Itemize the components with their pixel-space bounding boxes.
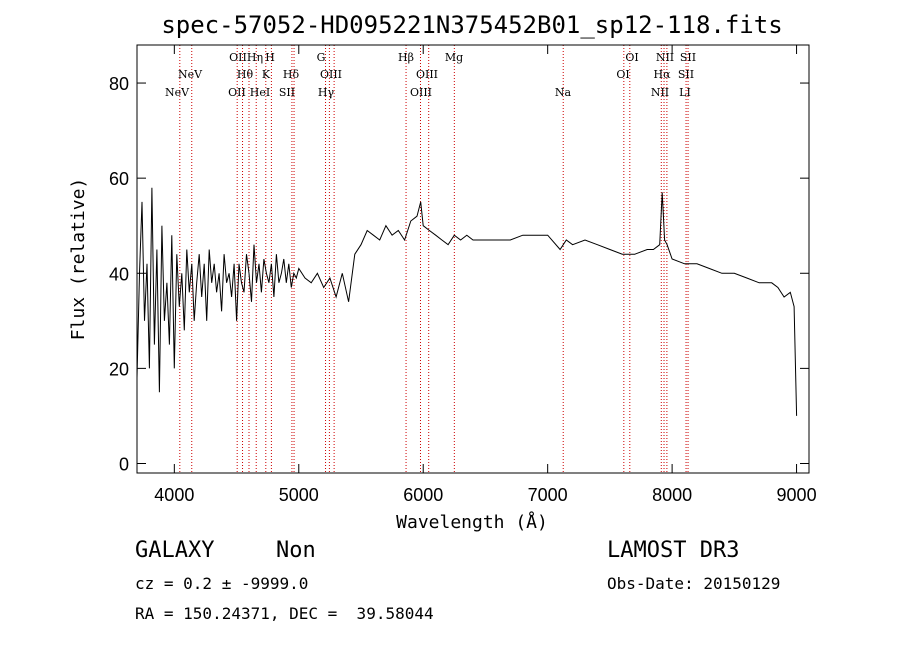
line-label: SII bbox=[680, 51, 696, 64]
y-tick-label: 40 bbox=[109, 264, 129, 284]
line-label: OII bbox=[228, 86, 246, 99]
y-tick-label: 20 bbox=[109, 359, 129, 379]
x-tick-label: 5000 bbox=[279, 485, 319, 505]
ra-dec: RA = 150.24371, DEC = 39.58044 bbox=[135, 604, 434, 623]
redshift-cz: cz = 0.2 ± -9999.0 bbox=[135, 574, 309, 593]
y-axis-ticks: 0 20 40 60 80 bbox=[109, 74, 809, 474]
line-label: Mg bbox=[445, 51, 463, 64]
x-tick-label: 7000 bbox=[528, 485, 568, 505]
line-label: LI bbox=[679, 86, 691, 99]
spectral-line-markers bbox=[179, 45, 689, 473]
survey-name: LAMOST DR3 bbox=[607, 538, 740, 563]
y-tick-label: 60 bbox=[109, 169, 129, 189]
spectrum-line bbox=[136, 187, 798, 416]
object-subclass: Non bbox=[276, 538, 316, 563]
line-label: Hθ bbox=[237, 68, 254, 81]
line-label: Hα bbox=[653, 68, 671, 81]
line-label: SII bbox=[678, 68, 694, 81]
object-class: GALAXY bbox=[135, 538, 215, 563]
line-label: Hγ bbox=[318, 86, 335, 99]
obs-date: Obs-Date: 20150129 bbox=[607, 574, 781, 593]
line-label: OIII bbox=[416, 68, 438, 81]
line-label: Hβ bbox=[398, 51, 414, 64]
y-tick-label: 0 bbox=[119, 454, 129, 474]
line-label: HeI bbox=[250, 86, 270, 99]
line-label: NII bbox=[656, 51, 674, 64]
line-label: OIII bbox=[410, 86, 432, 99]
line-label: OIII bbox=[320, 68, 342, 81]
line-label: OII bbox=[229, 51, 247, 64]
line-label: OI bbox=[616, 68, 629, 81]
line-label: NII bbox=[651, 86, 669, 99]
x-tick-label: 6000 bbox=[403, 485, 443, 505]
line-label: SII bbox=[279, 86, 295, 99]
y-axis-label: Flux (relative) bbox=[68, 178, 89, 341]
x-tick-label: 9000 bbox=[777, 485, 817, 505]
line-label: Hη bbox=[247, 51, 263, 64]
line-label: OI bbox=[625, 51, 638, 64]
x-axis-label: Wavelength (Å) bbox=[396, 511, 548, 533]
chart-title: spec-57052-HD095221N375452B01_sp12-118.f… bbox=[161, 11, 782, 39]
y-tick-label: 80 bbox=[109, 74, 129, 94]
line-label: Na bbox=[555, 86, 572, 99]
x-tick-label: 8000 bbox=[652, 485, 692, 505]
plot-frame bbox=[136, 44, 810, 474]
spectral-line-labels: OII Hη H G Hβ Mg OI NII SII NeV Hθ K Hδ … bbox=[165, 51, 696, 99]
x-tick-label: 4000 bbox=[154, 485, 194, 505]
line-label: H bbox=[265, 51, 275, 64]
line-label: G bbox=[317, 51, 326, 64]
line-label: NeV bbox=[178, 68, 203, 81]
line-label: NeV bbox=[165, 86, 190, 99]
line-label: K bbox=[262, 68, 271, 81]
line-label: Hδ bbox=[283, 68, 300, 81]
x-axis-ticks: 4000 5000 6000 7000 8000 9000 bbox=[154, 45, 817, 505]
